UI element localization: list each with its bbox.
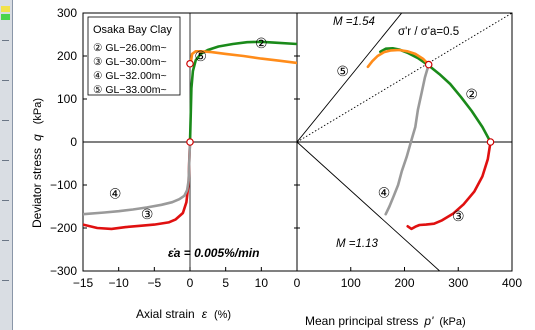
series-label: ④ — [378, 185, 391, 201]
stress-path-series-line — [406, 140, 492, 231]
left-series-group — [83, 40, 297, 231]
reference-line — [297, 141, 441, 271]
strip-tick — [2, 160, 9, 161]
x-tick-label: 200 — [394, 276, 414, 290]
plot-frame — [82, 12, 513, 272]
legend-box — [87, 16, 181, 96]
y-tick-label: −100 — [50, 178, 77, 192]
legend-entry: ② GL−26.00m~ — [93, 42, 167, 54]
strain-rate-annotation: ε̇a = 0.005%/min — [168, 246, 259, 260]
strain-series-line — [189, 49, 297, 66]
series-label: ④ — [109, 186, 122, 202]
x-axis-label-left: Axial strain ε (%) — [136, 307, 231, 321]
legend-title: Osaka Bay Clay — [93, 24, 172, 36]
x-tick-label: 5 — [222, 276, 229, 290]
app-window-strip — [0, 0, 13, 330]
legend: Osaka Bay Clay ② GL−26.00m~ ③ GL−30.00m~… — [87, 16, 181, 96]
x-tick-label: 0 — [187, 276, 194, 290]
legend-entry: ④ GL−32.00m~ — [93, 70, 167, 82]
series-label: ② — [255, 35, 268, 51]
strain-marker — [186, 59, 194, 68]
y-tick-label: 100 — [57, 92, 77, 106]
y-tick-label: −200 — [50, 221, 77, 235]
series-label: ③ — [452, 208, 465, 224]
color-swatch-yellow — [1, 6, 10, 12]
x-tick-label: 400 — [502, 276, 522, 290]
stress-path-series-line — [366, 48, 431, 69]
y-tick-label: 0 — [70, 135, 77, 149]
strip-tick — [2, 120, 9, 121]
strain-series-line — [188, 40, 297, 144]
legend-entry: ⑤ GL−33.00m~ — [93, 84, 167, 96]
stress-path-marker — [486, 138, 495, 146]
strain-marker — [186, 138, 194, 146]
reference-line-label: σ'r / σ'a=0.5 — [398, 26, 459, 38]
x-tick-label: 300 — [448, 276, 468, 290]
strip-tick — [2, 200, 9, 201]
series-label: ③ — [141, 206, 154, 222]
x-tick-label: −5 — [147, 276, 161, 290]
x-tick-label: 100 — [341, 276, 361, 290]
color-swatch-green — [1, 14, 10, 20]
y-tick-label: 300 — [57, 6, 77, 20]
x-axis-label-right: Mean principal stress p' (kPa) — [305, 314, 466, 328]
series-label: ⑤ — [336, 63, 349, 79]
strip-tick — [2, 240, 9, 241]
reference-line-label: M =1.54 — [333, 16, 375, 28]
x-tick-label: 0 — [294, 276, 301, 290]
series-label: ② — [465, 86, 478, 102]
strip-tick — [2, 80, 9, 81]
strip-tick — [2, 280, 9, 281]
y-axis-label: Deviator stressq(kPa) — [30, 98, 44, 228]
stress-path-marker — [424, 60, 433, 69]
right-series-group — [366, 46, 495, 231]
x-tick-label: −10 — [108, 276, 129, 290]
y-tick-label: 200 — [57, 49, 77, 63]
series-labels: ② ⑤ ④ ③ ⑤ ② ④ ③ — [109, 35, 478, 224]
strain-series-line — [83, 140, 192, 216]
x-tick-label: 10 — [255, 276, 269, 290]
stress-path-series-line — [384, 63, 431, 216]
y-tick-label: −300 — [50, 264, 77, 278]
strain-series-line — [83, 140, 192, 231]
reference-lines — [297, 13, 512, 271]
series-label: ⑤ — [194, 48, 207, 64]
reference-line-label: M =1.13 — [336, 238, 378, 250]
legend-entry: ③ GL−30.00m~ — [93, 56, 167, 68]
strip-tick — [2, 40, 9, 41]
reference-line — [297, 13, 403, 143]
x-tick-label: −15 — [73, 276, 94, 290]
